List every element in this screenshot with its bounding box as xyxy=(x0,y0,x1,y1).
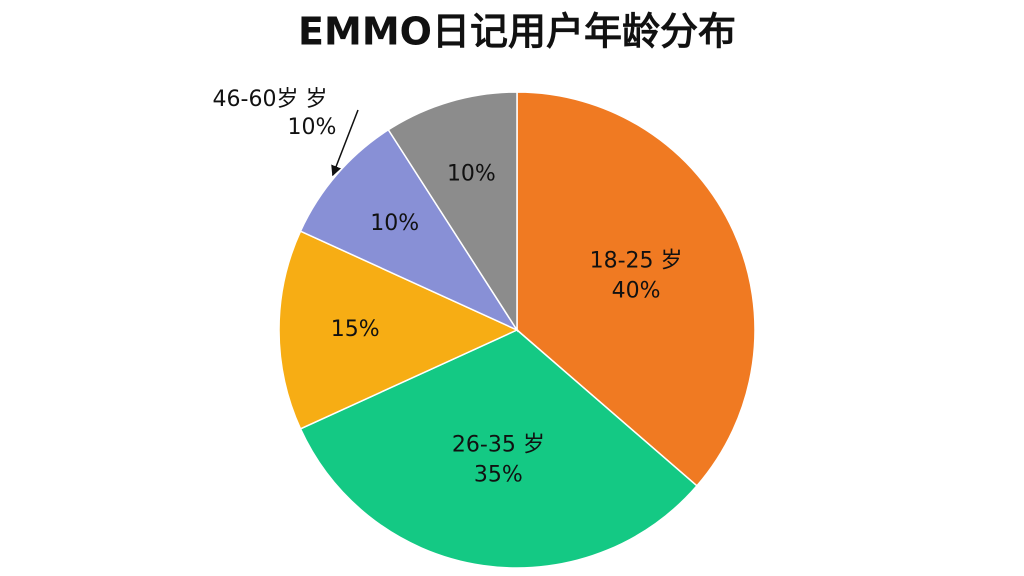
callout-category: 46-60岁 岁 xyxy=(213,87,328,112)
pie-slice xyxy=(516,91,756,487)
labels: 18-25 岁 40% 26-35 岁 35% 15% 10% 46-60岁 岁 10% 10% xyxy=(213,87,683,488)
callout-value-label: 10% xyxy=(288,115,337,140)
slice-value-label: 35% xyxy=(474,463,523,488)
callout-arrow xyxy=(331,109,359,177)
pie-slice xyxy=(278,230,519,430)
pie-slice xyxy=(299,329,698,569)
slice-value-label: 10% xyxy=(370,211,419,236)
slice-value-label: 10% xyxy=(447,162,496,187)
slice-value-label: 15% xyxy=(331,317,380,342)
slice-category: 26-35 岁 xyxy=(452,433,545,458)
pie-slice xyxy=(387,91,518,333)
slice-category: 18-25 岁 xyxy=(590,249,683,274)
slice-value-label: 40% xyxy=(612,279,661,304)
pie xyxy=(278,91,756,569)
chart-title: EMMO日记用户年龄分布 xyxy=(298,10,736,54)
